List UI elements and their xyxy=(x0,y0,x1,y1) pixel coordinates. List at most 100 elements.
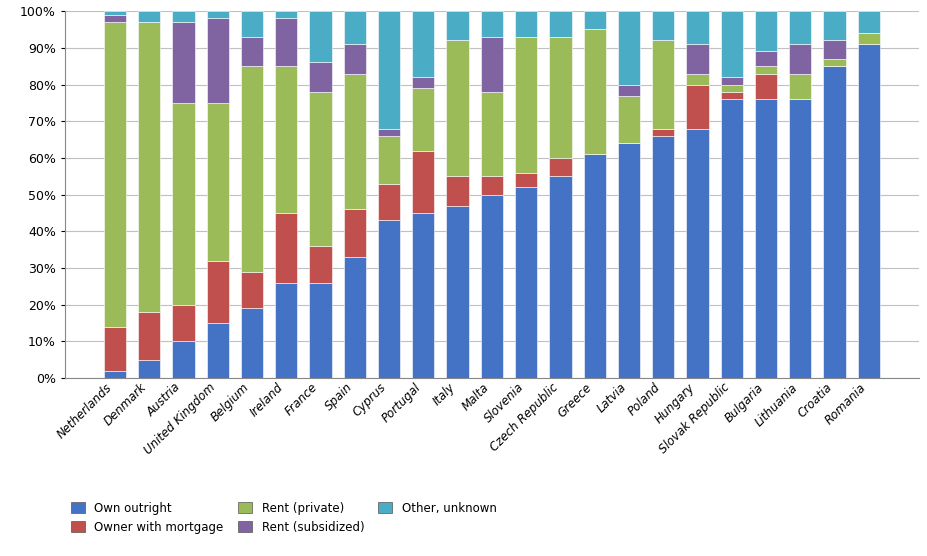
Bar xyxy=(549,176,571,378)
Bar xyxy=(309,11,331,62)
Bar xyxy=(377,11,400,128)
Bar xyxy=(274,213,297,282)
Bar xyxy=(617,85,640,96)
Bar xyxy=(857,11,879,33)
Bar xyxy=(788,73,810,99)
Bar xyxy=(754,66,776,73)
Bar xyxy=(583,29,605,154)
Bar xyxy=(172,103,195,305)
Bar xyxy=(549,158,571,176)
Bar xyxy=(309,246,331,282)
Bar xyxy=(514,172,537,187)
Bar xyxy=(617,96,640,143)
Bar xyxy=(377,183,400,220)
Bar xyxy=(172,22,195,103)
Bar xyxy=(274,282,297,378)
Bar xyxy=(241,309,263,378)
Bar xyxy=(241,11,263,37)
Bar xyxy=(480,92,502,176)
Bar xyxy=(138,22,160,312)
Bar xyxy=(138,312,160,360)
Bar xyxy=(343,73,365,209)
Bar xyxy=(241,272,263,309)
Bar xyxy=(719,92,742,99)
Bar xyxy=(343,209,365,257)
Bar xyxy=(617,11,640,85)
Bar xyxy=(754,52,776,66)
Bar xyxy=(138,360,160,378)
Bar xyxy=(446,41,468,176)
Bar xyxy=(583,154,605,378)
Bar xyxy=(274,66,297,213)
Bar xyxy=(343,44,365,73)
Bar xyxy=(309,282,331,378)
Bar xyxy=(343,257,365,378)
Bar xyxy=(754,11,776,52)
Legend: Own outright, Owner with mortgage, Rent (private), Rent (subsidized), Other, unk: Own outright, Owner with mortgage, Rent … xyxy=(70,502,496,534)
Bar xyxy=(377,136,400,183)
Bar xyxy=(172,305,195,341)
Bar xyxy=(686,128,708,378)
Bar xyxy=(207,261,229,323)
Bar xyxy=(104,371,126,378)
Bar xyxy=(583,11,605,29)
Bar xyxy=(309,92,331,246)
Bar xyxy=(652,41,674,128)
Bar xyxy=(274,11,297,18)
Bar xyxy=(480,195,502,378)
Bar xyxy=(207,11,229,18)
Bar xyxy=(480,37,502,92)
Bar xyxy=(822,11,844,41)
Bar xyxy=(241,66,263,272)
Bar xyxy=(172,341,195,378)
Bar xyxy=(822,41,844,59)
Bar xyxy=(549,11,571,37)
Bar xyxy=(172,11,195,22)
Bar xyxy=(274,18,297,66)
Bar xyxy=(446,11,468,41)
Bar xyxy=(207,18,229,103)
Bar xyxy=(686,73,708,85)
Bar xyxy=(719,11,742,77)
Bar xyxy=(719,85,742,92)
Bar xyxy=(104,15,126,22)
Bar xyxy=(549,37,571,158)
Bar xyxy=(446,206,468,378)
Bar xyxy=(241,37,263,66)
Bar xyxy=(514,187,537,378)
Bar xyxy=(514,11,537,37)
Bar xyxy=(446,176,468,206)
Bar xyxy=(412,11,434,77)
Bar xyxy=(686,44,708,73)
Bar xyxy=(788,99,810,378)
Bar xyxy=(104,22,126,327)
Bar xyxy=(207,323,229,378)
Bar xyxy=(822,59,844,66)
Bar xyxy=(207,103,229,261)
Bar xyxy=(104,11,126,15)
Bar xyxy=(754,73,776,99)
Bar xyxy=(788,11,810,44)
Bar xyxy=(412,213,434,378)
Bar xyxy=(686,11,708,44)
Bar xyxy=(343,11,365,44)
Bar xyxy=(652,11,674,41)
Bar xyxy=(719,99,742,378)
Bar xyxy=(412,88,434,151)
Bar xyxy=(480,11,502,37)
Bar xyxy=(138,11,160,22)
Bar xyxy=(652,128,674,136)
Bar xyxy=(857,33,879,44)
Bar xyxy=(104,327,126,371)
Bar xyxy=(788,44,810,73)
Bar xyxy=(377,220,400,378)
Bar xyxy=(754,99,776,378)
Bar xyxy=(412,151,434,213)
Bar xyxy=(412,77,434,88)
Bar xyxy=(514,37,537,172)
Bar xyxy=(686,85,708,128)
Bar xyxy=(480,176,502,195)
Bar xyxy=(617,143,640,378)
Bar xyxy=(857,44,879,378)
Bar xyxy=(377,128,400,136)
